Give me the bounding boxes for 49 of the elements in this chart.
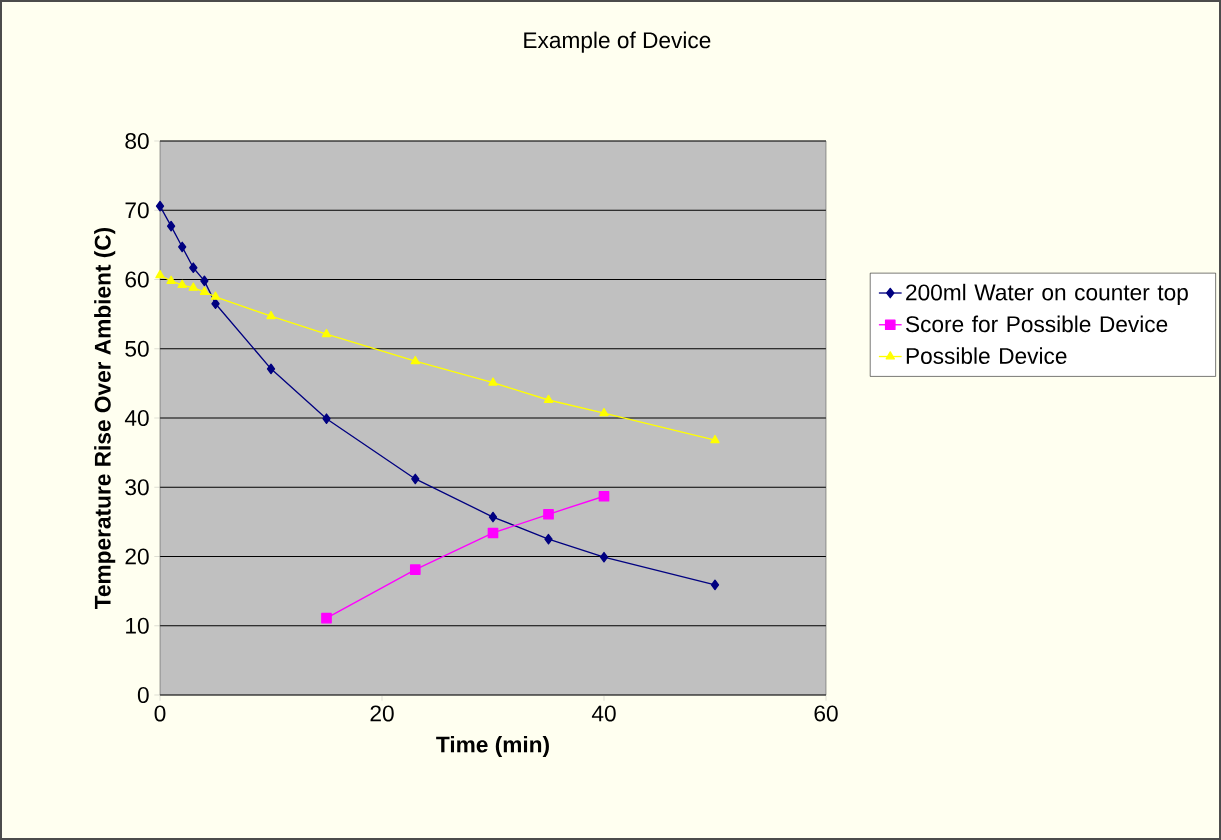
chart-title: Example of Device	[524, 31, 711, 53]
point	[178, 241, 187, 253]
y-tick-label: 0	[137, 686, 149, 704]
point	[411, 473, 420, 485]
point	[410, 355, 421, 365]
point	[322, 413, 331, 425]
point	[599, 551, 609, 563]
point	[155, 270, 165, 279]
point	[710, 434, 720, 444]
point	[543, 508, 554, 520]
x-tick-label: 60	[814, 705, 838, 722]
point	[266, 363, 276, 375]
point	[544, 533, 553, 545]
point	[599, 407, 609, 417]
x-tick-label: 20	[370, 705, 394, 722]
point	[166, 275, 176, 284]
point	[188, 282, 199, 291]
point	[321, 612, 332, 624]
x-tick-label: 0	[154, 705, 166, 722]
point	[543, 394, 554, 403]
legend-label: Score for Possible Device	[906, 315, 1168, 333]
y-tick-label: 60	[125, 271, 149, 288]
point	[266, 310, 276, 320]
x-tick-label: 40	[591, 705, 616, 722]
point	[710, 579, 720, 591]
legend-label: 200ml Water on counter top	[906, 283, 1188, 305]
y-tick-label: 20	[125, 548, 149, 565]
y-tick-label: 10	[126, 617, 149, 634]
point	[488, 511, 498, 523]
point	[488, 377, 498, 386]
y-tick-label: 50	[125, 340, 149, 357]
point	[598, 490, 610, 502]
y-tick-label: 30	[125, 479, 149, 496]
legend-label: Possible Device	[906, 347, 1067, 364]
point	[177, 279, 187, 289]
point	[199, 286, 210, 295]
x-axis-title: Time (min)	[436, 735, 549, 758]
y-tick-label: 70	[125, 202, 149, 219]
point	[189, 262, 198, 274]
point	[210, 291, 221, 300]
y-tick-label: 40	[124, 409, 149, 427]
y-tick-label: 80	[125, 132, 149, 150]
point	[211, 298, 220, 310]
point	[200, 275, 209, 287]
point	[321, 328, 332, 338]
point	[155, 200, 165, 212]
point	[166, 220, 176, 232]
y-axis-title: Temperature Rise Over Ambient (C)	[94, 227, 116, 609]
point	[409, 564, 421, 575]
